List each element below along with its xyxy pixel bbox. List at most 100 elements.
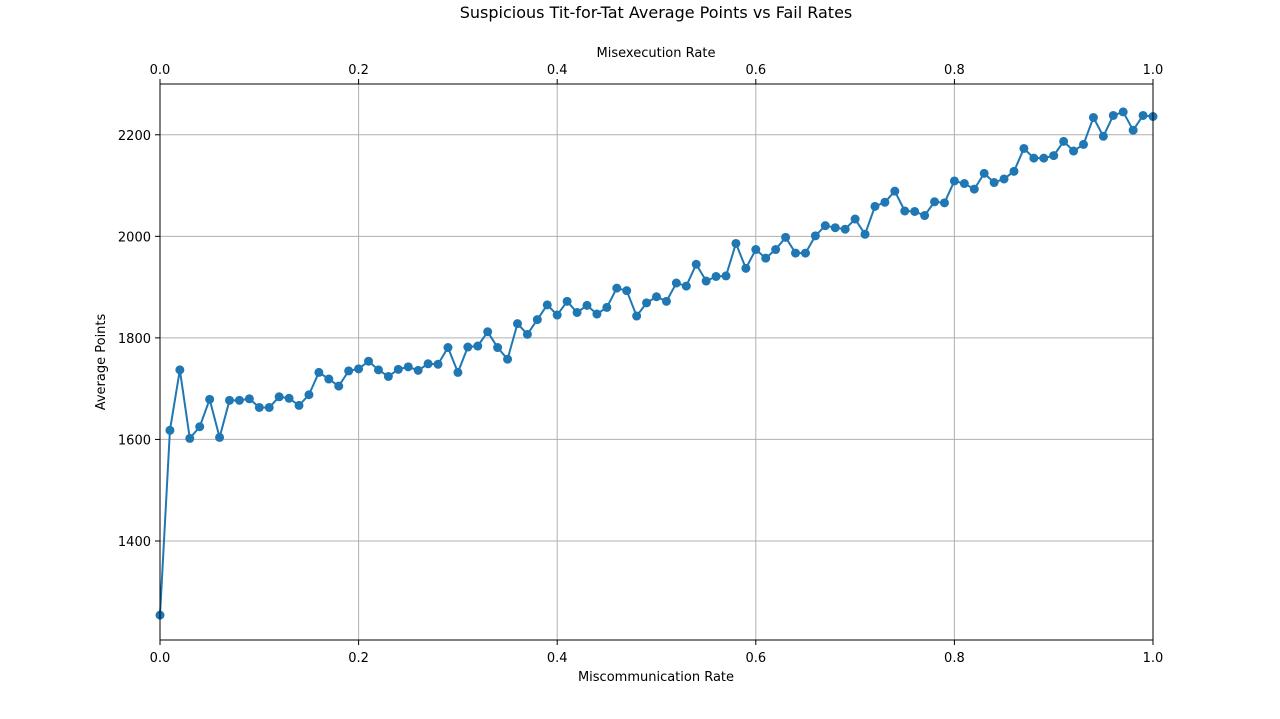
ticks: 0.0 0.2 0.4 0.6 0.8 1.0 0.0 0.2 0.4 0.6 0.8 1.0 1400… — [118, 63, 1163, 666]
data-point — [264, 402, 274, 412]
data-point — [800, 248, 810, 258]
data-point — [751, 245, 761, 255]
data-point — [542, 300, 552, 310]
data-point — [870, 201, 880, 211]
data-point — [294, 400, 304, 410]
y-axis-label: Average Points — [94, 313, 109, 410]
data-point — [522, 329, 532, 339]
data-point — [1118, 107, 1128, 117]
data-point — [939, 198, 949, 208]
x-tick-label: 1.0 — [1143, 651, 1164, 666]
gridlines — [159, 84, 1154, 640]
data-point — [860, 229, 870, 239]
data-point — [403, 362, 413, 372]
data-point — [354, 364, 364, 374]
data-point — [810, 231, 820, 241]
data-point — [850, 214, 860, 224]
secondary-x-tick-label: 0.6 — [745, 63, 766, 78]
data-point — [562, 296, 572, 306]
data-point — [1128, 125, 1138, 135]
data-point — [602, 302, 612, 312]
data-point — [612, 283, 622, 293]
data-point — [761, 253, 771, 263]
data-point — [244, 394, 254, 404]
y-tick-label: 1600 — [118, 433, 151, 448]
data-point — [1019, 143, 1029, 153]
data-point — [652, 292, 661, 302]
data-point — [1029, 153, 1039, 163]
data-point — [304, 390, 314, 400]
data-point — [383, 371, 393, 381]
data-point — [890, 186, 900, 196]
secondary-x-axis-label: Misexecution Rate — [597, 46, 716, 61]
data-point — [1098, 131, 1108, 141]
data-point — [691, 259, 701, 269]
data-point — [234, 395, 244, 405]
data-point — [443, 343, 453, 353]
data-point — [344, 366, 354, 376]
data-point — [572, 307, 582, 317]
data-point — [721, 271, 731, 281]
plot-frame — [159, 83, 1154, 641]
data-point — [791, 248, 801, 258]
data-point — [205, 394, 215, 404]
data-point — [552, 310, 562, 320]
data-point — [920, 211, 930, 221]
data-point — [949, 176, 959, 186]
data-point — [1059, 136, 1069, 146]
data-point — [830, 223, 840, 233]
data-point — [453, 367, 463, 377]
data-point — [681, 281, 691, 291]
data-point — [930, 197, 940, 207]
data-point — [820, 221, 830, 231]
y-tick-label: 2200 — [118, 129, 151, 144]
data-point — [254, 402, 264, 412]
data-point — [483, 327, 493, 337]
data-point — [1069, 146, 1079, 156]
chart-title: Suspicious Tit-for-Tat Average Points vs… — [460, 3, 853, 22]
data-point — [900, 206, 910, 216]
data-point — [910, 206, 920, 216]
x-tick-label: 0.4 — [547, 651, 568, 666]
data-point — [642, 298, 652, 308]
data-point — [969, 184, 979, 194]
data-point — [314, 367, 324, 377]
data-point — [1049, 151, 1059, 161]
data-point — [185, 433, 195, 443]
secondary-x-tick-label: 0.0 — [150, 63, 171, 78]
data-point — [433, 359, 443, 369]
x-tick-label: 0.0 — [150, 651, 171, 666]
data-point — [592, 309, 602, 319]
data-point — [463, 342, 473, 352]
secondary-x-tick-label: 1.0 — [1143, 63, 1164, 78]
data-point — [195, 422, 205, 432]
data-point — [284, 393, 294, 403]
data-point — [880, 197, 890, 207]
data-point — [532, 315, 542, 325]
data-point — [274, 392, 284, 402]
data-point — [364, 356, 374, 366]
data-point — [1009, 166, 1019, 176]
data-point — [1039, 153, 1049, 163]
data-point — [701, 276, 711, 286]
data-point — [741, 263, 751, 273]
data-point — [473, 341, 483, 351]
data-point — [959, 179, 969, 189]
data-point — [622, 286, 632, 296]
data-point — [413, 365, 423, 375]
data-point — [215, 432, 225, 442]
x-tick-label: 0.6 — [745, 651, 766, 666]
data-point — [1138, 110, 1148, 120]
data-point — [1088, 113, 1098, 123]
series — [155, 107, 1158, 620]
data-point — [225, 395, 235, 405]
data-point — [999, 174, 1009, 184]
data-point — [493, 343, 503, 353]
x-tick-label: 0.8 — [944, 651, 965, 666]
secondary-x-tick-label: 0.8 — [944, 63, 965, 78]
data-point — [423, 359, 433, 369]
x-axis-label: Miscommunication Rate — [578, 670, 734, 685]
secondary-x-tick-label: 0.2 — [348, 63, 369, 78]
data-point — [1078, 139, 1088, 149]
